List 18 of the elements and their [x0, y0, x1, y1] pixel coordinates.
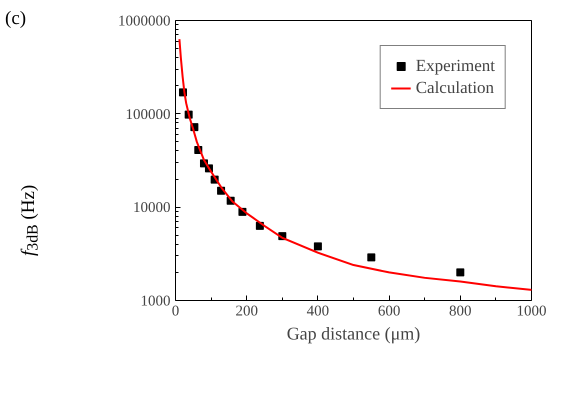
legend-label: Experiment: [416, 56, 495, 76]
x-tick-label: 200: [235, 304, 258, 320]
x-axis-title: Gap distance (μm): [286, 324, 420, 344]
x-tick-label: 1000: [516, 304, 546, 320]
y-tick-label: 10000: [133, 200, 170, 216]
y-tick-label: 100000: [126, 106, 170, 123]
x-tick-label: 600: [378, 304, 400, 320]
x-tick-label: 0: [172, 304, 180, 320]
legend-label: Calculation: [416, 78, 494, 98]
x-tick-label: 800: [449, 304, 472, 320]
y-tick-label: 1000: [140, 294, 170, 310]
point: [367, 253, 376, 262]
x-tick-label: 400: [306, 304, 330, 320]
text: (c): [5, 7, 26, 31]
point: [456, 268, 464, 276]
line-series: [178, 38, 532, 291]
y-tick-label: 1000000: [118, 14, 170, 30]
point: [314, 242, 322, 250]
